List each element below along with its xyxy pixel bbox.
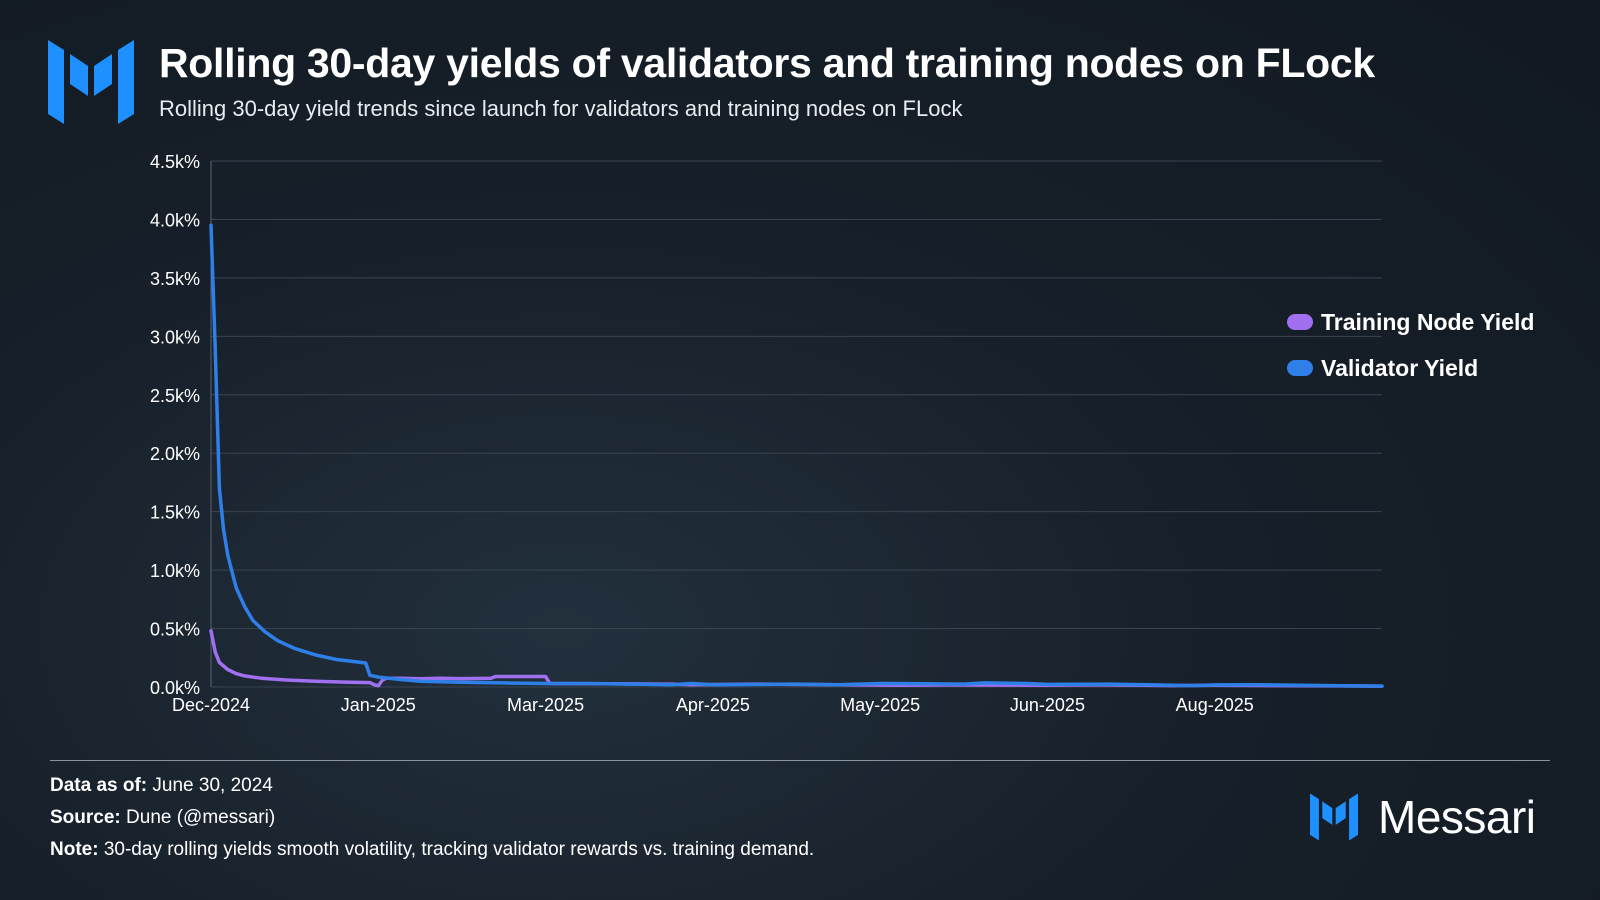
x-tick-label: Mar-2025 <box>507 695 584 715</box>
legend-swatch-validator <box>1287 360 1313 376</box>
legend-item-validator-yield[interactable]: Validator Yield <box>1287 352 1534 384</box>
data-as-of-label: Data as of: <box>50 775 148 796</box>
yield-line-chart: 0.0k% 0.5k% 1.0k% 1.5k% 2.0k% 2.5k% 3.0k% 3.5k%… <box>150 152 1384 715</box>
legend-label-training: Training Node Yield <box>1321 308 1535 335</box>
note-line: Note: 30-day rolling yields smooth volat… <box>50 834 814 866</box>
y-tick-label: 4.5k% <box>150 152 200 172</box>
source-label: Source: <box>50 807 121 828</box>
series-line-validator-yield <box>209 223 1384 688</box>
chart-legend: Training Node Yield Validator Yield <box>1287 306 1534 398</box>
series-lines <box>209 223 1384 688</box>
footer-divider <box>50 760 1550 761</box>
x-tick-label: Jan-2025 <box>341 695 416 715</box>
x-tick-label: Apr-2025 <box>676 695 750 715</box>
grid-lines <box>211 160 1382 688</box>
messari-logo-icon <box>48 40 134 124</box>
y-tick-label: 0.5k% <box>150 620 200 640</box>
x-tick-label: Jun-2025 <box>1010 695 1085 715</box>
legend-label-validator: Validator Yield <box>1321 354 1479 381</box>
x-axis-ticks: Dec-2024 Jan-2025 Mar-2025 Apr-2025 May-2025… <box>172 695 1254 715</box>
y-tick-label: 1.0k% <box>150 561 200 581</box>
brand-name: Messari <box>1378 791 1536 843</box>
y-tick-label: 3.5k% <box>150 269 200 289</box>
series-line-training-node-yield <box>209 629 1384 688</box>
y-tick-label: 3.0k% <box>150 327 200 347</box>
y-tick-label: 2.0k% <box>150 444 200 464</box>
data-as-of-line: Data as of: June 30, 2024 <box>50 770 814 802</box>
data-as-of-value: June 30, 2024 <box>152 775 273 796</box>
note-value: 30-day rolling yields smooth volatility,… <box>103 839 815 860</box>
chart-subtitle: Rolling 30-day yield trends since launch… <box>159 96 963 121</box>
source-line: Source: Dune (@messari) <box>50 802 814 834</box>
y-tick-label: 4.0k% <box>150 210 200 230</box>
brand-block: Messari <box>1310 790 1536 844</box>
legend-swatch-training <box>1287 314 1313 330</box>
y-tick-label: 2.5k% <box>150 386 200 406</box>
source-value: Dune (@messari) <box>126 807 276 828</box>
legend-item-training-node-yield[interactable]: Training Node Yield <box>1287 306 1534 338</box>
note-label: Note: <box>50 839 99 860</box>
x-tick-label: Dec-2024 <box>172 695 250 715</box>
y-tick-label: 0.0k% <box>150 678 200 698</box>
messari-brand-icon <box>1310 793 1358 841</box>
chart-title: Rolling 30-day yields of validators and … <box>159 40 1375 86</box>
y-tick-label: 1.5k% <box>150 503 200 523</box>
x-tick-label: Aug-2025 <box>1176 695 1254 715</box>
y-axis-ticks: 0.0k% 0.5k% 1.0k% 1.5k% 2.0k% 2.5k% 3.0k% 3.5k%… <box>150 152 200 698</box>
footer-notes: Data as of: June 30, 2024 Source: Dune (… <box>50 770 814 866</box>
x-tick-label: May-2025 <box>840 695 920 715</box>
